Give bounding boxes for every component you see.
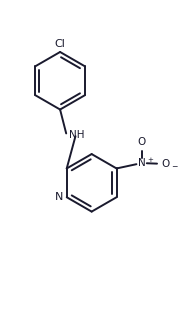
Text: O: O <box>161 159 169 169</box>
Text: N: N <box>138 158 145 168</box>
Text: Cl: Cl <box>55 39 65 49</box>
Text: −: − <box>171 162 177 171</box>
Text: N: N <box>55 192 63 202</box>
Text: O: O <box>137 136 146 147</box>
Text: NH: NH <box>69 130 85 140</box>
Text: +: + <box>148 157 153 163</box>
